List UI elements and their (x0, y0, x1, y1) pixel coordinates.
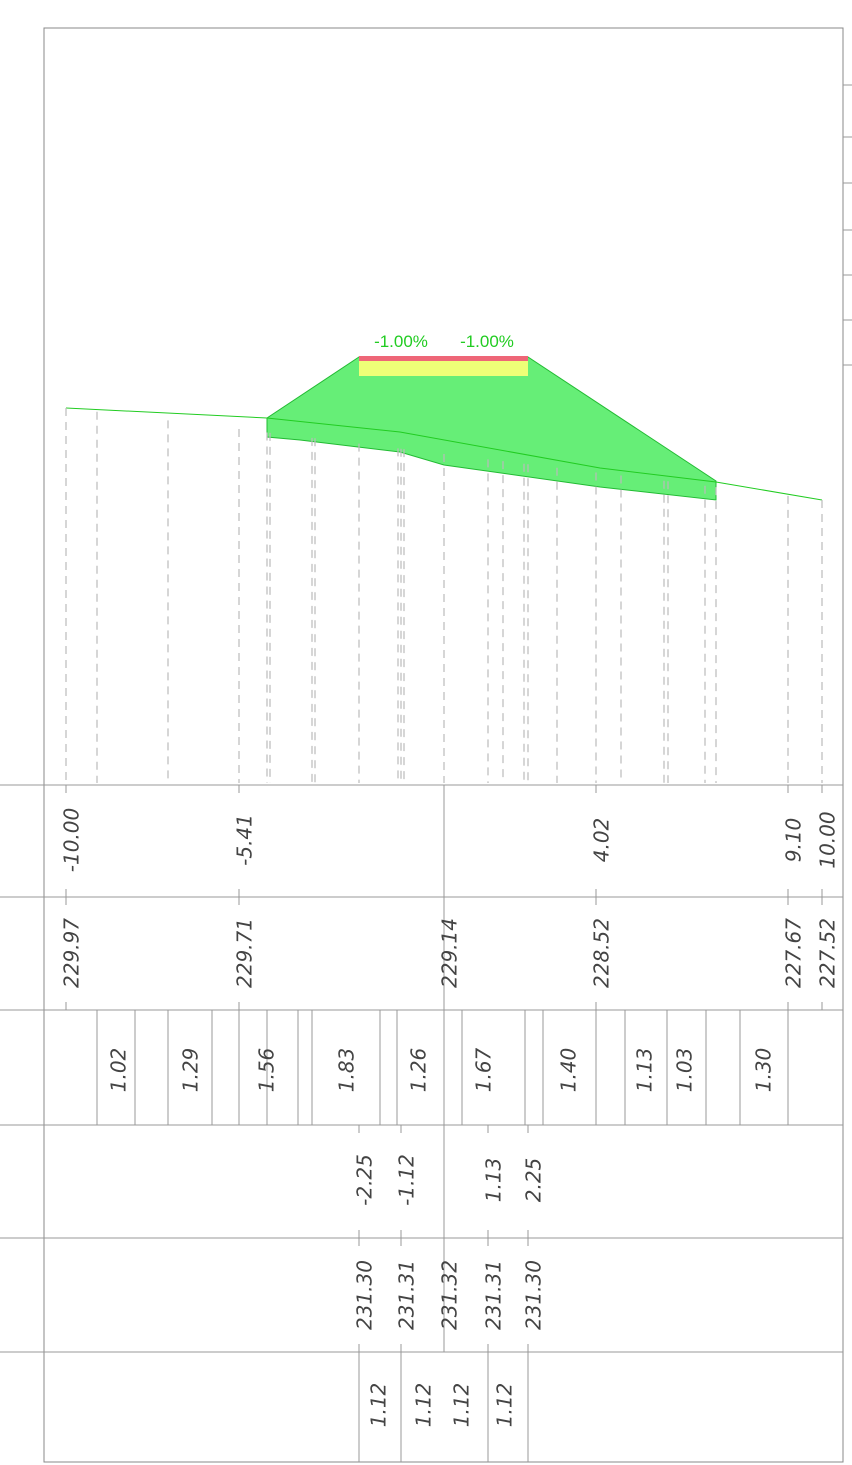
value-label: 9.10 (782, 818, 806, 863)
value-label: 1.30 (752, 1048, 776, 1093)
value-label: 229.97 (60, 918, 84, 988)
grade-label: -1.00% (374, 332, 428, 351)
embankment (266, 356, 717, 501)
frame (43, 27, 844, 1463)
value-label: 227.52 (816, 918, 840, 988)
value-label: 1.83 (335, 1048, 359, 1093)
value-label: -5.41 (233, 814, 257, 866)
value-label: 1.29 (179, 1048, 203, 1093)
value-label: 231.30 (522, 1260, 546, 1330)
value-label: 1.02 (107, 1048, 131, 1093)
value-label: 1.12 (493, 1383, 517, 1428)
value-label: 231.30 (353, 1260, 377, 1330)
value-label: 1.12 (450, 1383, 474, 1428)
value-label: 1.12 (367, 1383, 391, 1428)
pavement-surface (359, 356, 528, 361)
value-label: 10.00 (816, 811, 840, 868)
value-label: 231.31 (395, 1260, 419, 1330)
value-label: 227.67 (782, 918, 806, 988)
value-label: -1.12 (395, 1154, 419, 1206)
pavement-base (359, 361, 528, 376)
value-label: 4.02 (590, 818, 614, 863)
value-label: 1.26 (407, 1048, 431, 1093)
ground-line (65, 407, 823, 501)
value-label: 1.13 (633, 1048, 657, 1093)
value-label: 231.32 (438, 1260, 462, 1330)
value-label: 1.67 (472, 1047, 496, 1092)
value-label: 1.03 (673, 1048, 697, 1093)
value-label: 1.40 (557, 1048, 581, 1093)
value-label: 2.25 (522, 1158, 546, 1203)
grade-label: -1.00% (460, 332, 514, 351)
value-label: 1.56 (255, 1048, 279, 1093)
value-label: -2.25 (353, 1154, 377, 1206)
value-label: 231.31 (482, 1260, 506, 1330)
value-label: 229.14 (438, 918, 462, 988)
value-label: 228.52 (590, 918, 614, 988)
value-label: 229.71 (233, 918, 257, 988)
value-label: 1.12 (412, 1383, 436, 1428)
value-label: -10.00 (60, 808, 84, 872)
value-label: 1.13 (482, 1158, 506, 1203)
right-ticks (843, 84, 852, 366)
